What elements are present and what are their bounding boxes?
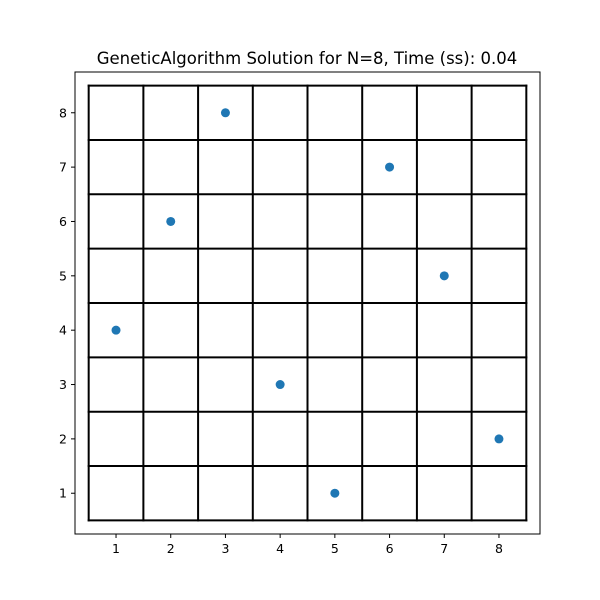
queen-point [494, 434, 504, 444]
x-axis: 1 2 3 4 5 6 7 8 [112, 534, 503, 556]
x-tick-label: 8 [495, 541, 503, 556]
y-tick-label: 8 [59, 105, 67, 120]
queen-point [220, 108, 230, 118]
x-tick-label: 3 [221, 541, 229, 556]
plot-area-frame [74, 71, 541, 535]
x-tick-label: 4 [276, 541, 284, 556]
y-tick-label: 6 [59, 214, 67, 229]
queen-point [275, 380, 285, 390]
x-tick-label: 7 [440, 541, 448, 556]
queen-point [111, 325, 121, 335]
x-tick-label: 6 [386, 541, 394, 556]
queen-point [166, 216, 176, 226]
y-tick-label: 5 [59, 268, 67, 283]
queen-points [111, 108, 504, 498]
x-tick-label: 5 [331, 541, 339, 556]
queen-point [385, 162, 395, 172]
queen-point [439, 271, 449, 281]
y-tick-label: 7 [59, 160, 67, 175]
x-tick-label: 2 [167, 541, 175, 556]
y-tick-label: 1 [59, 486, 67, 501]
y-axis: 1 2 3 4 5 6 7 8 [59, 105, 75, 501]
queen-point [330, 488, 340, 498]
chart-title: GeneticAlgorithm Solution for N=8, Time … [97, 49, 518, 68]
x-tick-label: 1 [112, 541, 120, 556]
y-tick-label: 3 [59, 377, 67, 392]
board-grid [87, 84, 528, 522]
y-tick-label: 4 [59, 323, 67, 338]
y-tick-label: 2 [59, 431, 67, 446]
